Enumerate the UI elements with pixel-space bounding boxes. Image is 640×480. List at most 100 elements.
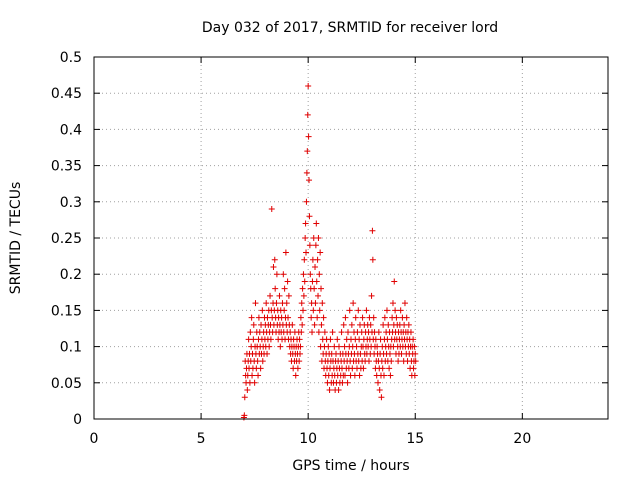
y-tick-label: 0 [73, 412, 82, 428]
y-tick-label: 0.05 [51, 376, 82, 392]
y-tick-label: 0.3 [60, 195, 82, 211]
data-point [391, 278, 398, 285]
y-tick-label: 0.1 [60, 340, 82, 356]
data-point [336, 343, 343, 350]
data-point [289, 321, 296, 328]
data-point [380, 372, 387, 379]
data-point [342, 372, 349, 379]
data-point [292, 372, 299, 379]
data-point [386, 365, 393, 372]
data-point [300, 271, 307, 278]
data-point [249, 372, 256, 379]
data-point [380, 321, 387, 328]
data-point [284, 278, 291, 285]
data-point [381, 314, 388, 321]
data-point [277, 343, 284, 350]
data-point [318, 285, 325, 292]
data-point [285, 314, 292, 321]
data-point [300, 307, 307, 314]
data-point [285, 292, 292, 299]
data-point [335, 387, 342, 394]
data-point [334, 336, 341, 343]
data-point [252, 300, 259, 307]
data-point [281, 285, 288, 292]
data-point [305, 82, 312, 89]
data-point [259, 358, 266, 365]
data-point [297, 343, 304, 350]
data-point [359, 314, 366, 321]
data-point [254, 358, 261, 365]
data-point [367, 321, 374, 328]
data-point [250, 321, 257, 328]
data-point [311, 285, 318, 292]
data-point [411, 372, 418, 379]
data-point [312, 300, 319, 307]
data-point [365, 358, 372, 365]
data-point [272, 285, 279, 292]
data-point [401, 300, 408, 307]
data-point [302, 235, 309, 241]
data-point [313, 220, 320, 227]
axis-ticks [93, 56, 608, 420]
x-tick-label: 20 [513, 431, 531, 447]
data-point [297, 350, 304, 357]
data-point [248, 314, 255, 321]
data-point [298, 300, 305, 307]
y-tick-labels: 0 0.05 0.1 0.15 0.2 0.25 0.3 0.35 0.4 0.45 0.5 [51, 50, 82, 428]
y-tick-label: 0.4 [60, 122, 82, 138]
data-point [306, 177, 313, 184]
data-point [344, 379, 351, 386]
data-point [326, 387, 333, 394]
data-point [271, 256, 278, 263]
data-point [392, 307, 399, 314]
data-point [306, 213, 313, 220]
data-point [346, 307, 353, 314]
data-point [329, 329, 336, 336]
x-axis-title: GPS time / hours [292, 458, 409, 474]
data-point [294, 365, 301, 372]
data-point [321, 329, 328, 336]
data-point [257, 365, 264, 372]
data-point [405, 321, 412, 328]
data-point [298, 329, 305, 336]
data-point [386, 350, 393, 357]
x-tick-label: 15 [406, 431, 424, 447]
data-point [310, 307, 317, 314]
data-point [325, 343, 332, 350]
y-tick-label: 0.5 [60, 50, 82, 66]
data-point [411, 343, 418, 350]
data-point [350, 300, 357, 307]
data-point [395, 358, 402, 365]
data-point [315, 292, 322, 299]
y-axis-title: SRMTID / TECUs [8, 182, 24, 295]
data-point [327, 336, 334, 343]
data-point [369, 256, 376, 263]
data-point [263, 300, 270, 307]
data-point [317, 249, 324, 256]
data-point [393, 314, 400, 321]
data-point [316, 271, 323, 278]
data-point [385, 321, 392, 328]
data-point [374, 343, 381, 350]
data-point [273, 300, 280, 307]
data-point [309, 329, 316, 336]
data-point [283, 300, 290, 307]
y-tick-label: 0.25 [51, 231, 82, 247]
data-point [383, 307, 390, 314]
data-point [319, 300, 326, 307]
data-point [299, 321, 306, 328]
data-point [412, 358, 419, 365]
data-point [368, 292, 375, 299]
data-point [379, 365, 386, 372]
data-point [410, 365, 417, 372]
data-point [410, 336, 417, 343]
data-point [397, 307, 404, 314]
grid-lines [94, 57, 608, 419]
data-point [370, 314, 377, 321]
data-point [403, 314, 410, 321]
data-point [407, 329, 414, 336]
data-point [299, 285, 306, 292]
data-point [355, 307, 362, 314]
data-point [348, 321, 355, 328]
